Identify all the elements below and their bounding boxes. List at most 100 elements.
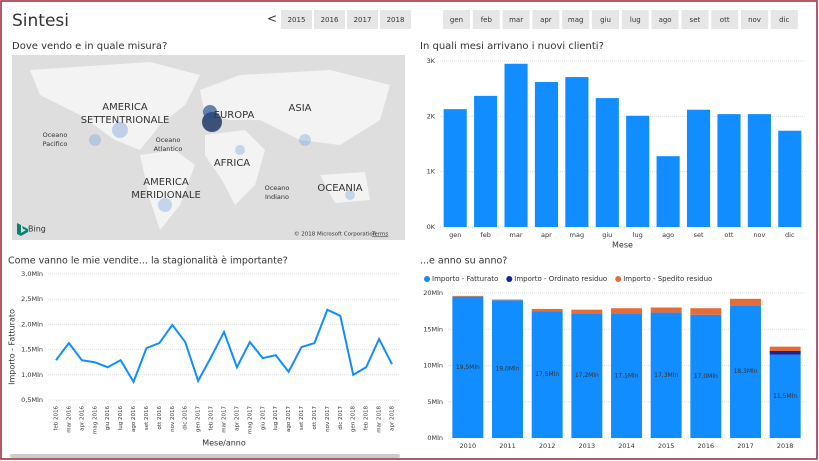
x-tick-label: set 2017 — [299, 406, 305, 431]
month-button[interactable] — [770, 10, 798, 29]
x-tick-label: feb 2018 — [364, 406, 370, 431]
month-button[interactable] — [502, 10, 530, 29]
map-title: Dove vendo e in quale misura? — [12, 41, 167, 52]
x-tick-label: feb 2017 — [209, 406, 215, 431]
map-region-label: OCEANIA — [317, 183, 362, 194]
map-region-label: AMERICA — [143, 177, 189, 188]
x-tick-label: 2012 — [539, 442, 556, 450]
value-label: 18,3Mln — [733, 368, 757, 375]
bar — [656, 156, 680, 227]
x-tick-label: gen — [449, 231, 461, 239]
value-label: 17,0Mln — [694, 373, 718, 380]
x-tick-label: giu 2016 — [105, 406, 111, 431]
x-tick-label: giu — [602, 231, 612, 239]
month-button-label: mag — [568, 16, 584, 24]
map-region-label: ASIA — [289, 103, 312, 114]
x-tick-label: feb — [480, 231, 490, 239]
bar-segment — [769, 354, 801, 438]
month-button-label: giu — [600, 16, 611, 24]
land — [205, 130, 265, 205]
bar-segment — [730, 298, 761, 306]
y-tick-label: 3K — [427, 57, 436, 65]
month-button[interactable] — [681, 10, 709, 29]
chart-title: ...e anno su anno? — [420, 256, 507, 267]
month-button-label: lug — [630, 16, 641, 24]
bar-segment — [650, 312, 682, 438]
bar — [474, 95, 498, 227]
value-label: 17,3Mln — [654, 372, 678, 379]
x-tick-label: ott 2017 — [312, 406, 318, 430]
x-tick-label: ago 2016 — [131, 406, 137, 432]
month-button[interactable] — [443, 10, 470, 29]
y-tick-label: 2,5Mln — [21, 295, 43, 303]
x-tick-label: mar — [510, 231, 523, 239]
x-tick-label: dic 2017 — [338, 406, 344, 430]
map-ocean-label: Atlantico — [154, 145, 183, 153]
value-label: 17,1Mln — [614, 373, 638, 380]
line-series — [55, 308, 393, 385]
x-tick-label: nov — [753, 231, 765, 239]
x-axis-label: Mese/anno — [202, 439, 246, 448]
bar-segment — [531, 311, 563, 438]
x-tick-label: lug — [633, 231, 643, 239]
scrollbar[interactable] — [10, 454, 400, 458]
x-tick-label: apr 2016 — [79, 406, 85, 431]
y-tick-label: 1,0Mln — [21, 371, 43, 379]
x-tick-label: set 2016 — [144, 406, 150, 431]
year-button[interactable] — [347, 10, 378, 29]
page-title: Sintesi — [12, 11, 69, 31]
x-tick-label: mag 2017 — [247, 406, 253, 434]
x-tick-label: apr 2017 — [234, 406, 240, 431]
month-button[interactable] — [651, 10, 679, 29]
x-tick-label: lug 2017 — [273, 406, 279, 431]
bar-segment — [571, 309, 603, 314]
y-tick-label: 1,5Mln — [21, 346, 43, 354]
month-button[interactable] — [621, 10, 649, 29]
x-tick-label: mar 2017 — [222, 406, 228, 433]
year-button-label: 2017 — [354, 16, 372, 24]
x-tick-label: ott 2016 — [157, 406, 163, 430]
map-region-label: AMERICA — [102, 102, 148, 113]
year-button[interactable] — [314, 10, 345, 29]
map-copyright: © 2018 Microsoft Corporation — [294, 231, 377, 238]
x-tick-label: 2017 — [737, 442, 754, 450]
map-ocean-label: Pacifico — [43, 140, 68, 148]
bar — [686, 109, 711, 227]
map-ocean-label: Oceano — [43, 131, 68, 139]
year-button[interactable] — [281, 10, 312, 29]
land — [200, 70, 390, 145]
y-tick-label: 20Mln — [423, 289, 443, 297]
x-tick-label: dic — [785, 231, 795, 239]
month-button[interactable] — [472, 10, 500, 29]
x-tick-label: ago 2017 — [286, 406, 292, 432]
month-button[interactable] — [711, 10, 739, 29]
month-button-label: gen — [450, 16, 463, 24]
month-button[interactable] — [532, 10, 560, 29]
y-tick-label: 3,0Mln — [21, 270, 43, 278]
bar-segment — [492, 300, 523, 438]
bar-segment — [452, 295, 484, 297]
value-label: 19,0Mln — [495, 366, 519, 373]
bar-segment — [531, 308, 563, 312]
y-tick-label: 0Mln — [427, 434, 443, 442]
bar — [534, 82, 559, 227]
x-tick-label: nov 2016 — [170, 406, 176, 432]
map-provider: Bing — [28, 225, 46, 234]
x-tick-label: set — [694, 231, 704, 239]
bar-segment — [690, 308, 722, 315]
bar — [626, 115, 650, 227]
month-button[interactable] — [592, 10, 619, 29]
value-label: 17,2Mln — [575, 372, 599, 379]
x-tick-label: 2016 — [698, 442, 715, 450]
map — [12, 55, 405, 240]
year-button[interactable] — [380, 10, 411, 29]
map-terms: Terms — [371, 232, 388, 238]
value-label: 19,5Mln — [456, 364, 480, 371]
x-tick-label: 2018 — [777, 442, 794, 450]
heat-spot — [345, 190, 355, 200]
month-button[interactable] — [741, 10, 768, 29]
month-button[interactable] — [562, 10, 590, 29]
x-tick-label: 2010 — [460, 442, 477, 450]
x-tick-label: 2014 — [618, 442, 635, 450]
